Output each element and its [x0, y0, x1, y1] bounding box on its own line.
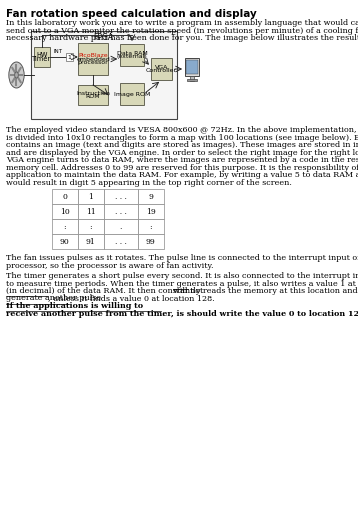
Text: 1: 1 [68, 54, 72, 59]
Text: Controller: Controller [146, 68, 177, 74]
Text: and are displayed by the VGA engine. In order to select the right image for the : and are displayed by the VGA engine. In … [6, 149, 358, 157]
Bar [78, 85, 108, 105]
Circle shape [15, 72, 18, 78]
Bar [78, 219, 104, 234]
Text: Data RAM: Data RAM [117, 51, 147, 56]
Text: 91: 91 [86, 237, 96, 245]
Bar [138, 234, 164, 249]
Text: to measure time periods. When the timer generates a pulse, it also writes a valu: to measure time periods. When the timer … [6, 279, 358, 287]
Text: ROM: ROM [86, 94, 100, 99]
Bar [185, 58, 199, 76]
Text: VGA: VGA [155, 64, 168, 69]
Text: :: : [90, 223, 92, 231]
Text: 90: 90 [60, 237, 70, 245]
Bar [138, 204, 164, 219]
Text: is divided into 10x10 rectangles to form a map with 100 locations (see image bel: is divided into 10x10 rectangles to form… [6, 133, 358, 141]
Bar [66, 53, 73, 61]
Bar [78, 204, 104, 219]
Text: In this laboratory work you are to write a program in assembly language that wou: In this laboratory work you are to write… [6, 19, 358, 27]
Text: PicoBlaze: PicoBlaze [78, 53, 108, 58]
Text: (in decimal) of the data RAM. It then constantly reads the memory at this locati: (in decimal) of the data RAM. It then co… [6, 287, 358, 295]
Text: send out to a VGA monitor the rotation speed (in revolutions per minute) of a co: send out to a VGA monitor the rotation s… [6, 26, 358, 34]
Text: generate another pulse: generate another pulse [6, 295, 101, 303]
Bar [52, 204, 78, 219]
Text: Timer: Timer [32, 56, 52, 62]
Text: . . .: . . . [115, 237, 127, 245]
Text: The employed video standard is VESA 800x600 @ 72Hz. In the above implementation,: The employed video standard is VESA 800x… [6, 126, 358, 134]
Text: embedded: embedded [76, 56, 110, 61]
Text: contains an image (text and digits are stored as images). These images are store: contains an image (text and digits are s… [6, 141, 358, 149]
Text: 0: 0 [62, 193, 67, 200]
Bar [78, 234, 104, 249]
Text: HW: HW [36, 52, 48, 58]
Text: 10: 10 [60, 207, 70, 215]
Text: 99: 99 [146, 237, 156, 245]
Text: processor, so the processor is aware of fan activity.: processor, so the processor is aware of … [6, 262, 213, 270]
Text: receive another pulse from the timer, is should write the value 0 to location 12: receive another pulse from the timer, is… [6, 309, 358, 317]
Text: 11: 11 [86, 207, 96, 215]
Bar [104, 219, 138, 234]
Text: INT: INT [54, 49, 63, 54]
Text: The fan issues pulses as it rotates. The pulse line is connected to the interrup: The fan issues pulses as it rotates. The… [6, 254, 358, 262]
Bar [138, 219, 164, 234]
Text: Instruction: Instruction [76, 91, 110, 96]
Text: (external): (external) [117, 54, 147, 59]
Text: If the applications is willing to: If the applications is willing to [6, 302, 143, 310]
Text: 1: 1 [88, 193, 93, 200]
Bar [78, 189, 104, 204]
Text: will not: will not [173, 287, 203, 295]
Text: Fan rotation speed calculation and display: Fan rotation speed calculation and displ… [6, 9, 257, 19]
Bar [120, 83, 144, 105]
Text: application to maintain the data RAM. For example, by writing a value 5 to data : application to maintain the data RAM. Fo… [6, 171, 358, 179]
Text: necessary hardware part has been done for you. The image below illustrates the r: necessary hardware part has been done fo… [6, 34, 358, 42]
Bar [187, 79, 197, 81]
Bar [104, 204, 138, 219]
Text: :: : [150, 223, 152, 231]
Text: FPGA: FPGA [94, 33, 114, 42]
Bar [52, 234, 78, 249]
Bar [34, 47, 50, 67]
Text: The timer generates a short pulse every second. It is also connected to the inte: The timer generates a short pulse every … [6, 272, 358, 280]
Text: .: . [120, 223, 122, 231]
Bar [104, 234, 138, 249]
Text: 19: 19 [146, 207, 156, 215]
Text: . . .: . . . [115, 207, 127, 215]
Bar [151, 58, 172, 80]
Bar [52, 189, 78, 204]
Text: would result in digit 5 appearing in the top right corner of the screen.: would result in digit 5 appearing in the… [6, 178, 292, 187]
Bar [78, 43, 108, 75]
Bar [190, 76, 194, 81]
Bar [138, 189, 164, 204]
Text: , unless it finds a value 0 at location 128.: , unless it finds a value 0 at location … [48, 295, 217, 303]
Bar [52, 219, 78, 234]
Text: Image ROM: Image ROM [114, 91, 150, 96]
Bar [104, 189, 138, 204]
Text: memory cell. Addresses 0 to 99 are reserved for this purpose. It is the responsi: memory cell. Addresses 0 to 99 are reser… [6, 163, 358, 171]
Text: processor: processor [78, 60, 108, 65]
Bar [120, 44, 144, 66]
Circle shape [9, 62, 24, 88]
Text: 9: 9 [149, 193, 153, 200]
Bar [186, 60, 198, 74]
Text: VGA engine turns to data RAM, where the images are represented by a code in the : VGA engine turns to data RAM, where the … [6, 156, 358, 164]
Text: :: : [63, 223, 66, 231]
Bar [31, 31, 177, 119]
Text: . . .: . . . [115, 193, 127, 200]
Text: .: . [161, 309, 164, 317]
